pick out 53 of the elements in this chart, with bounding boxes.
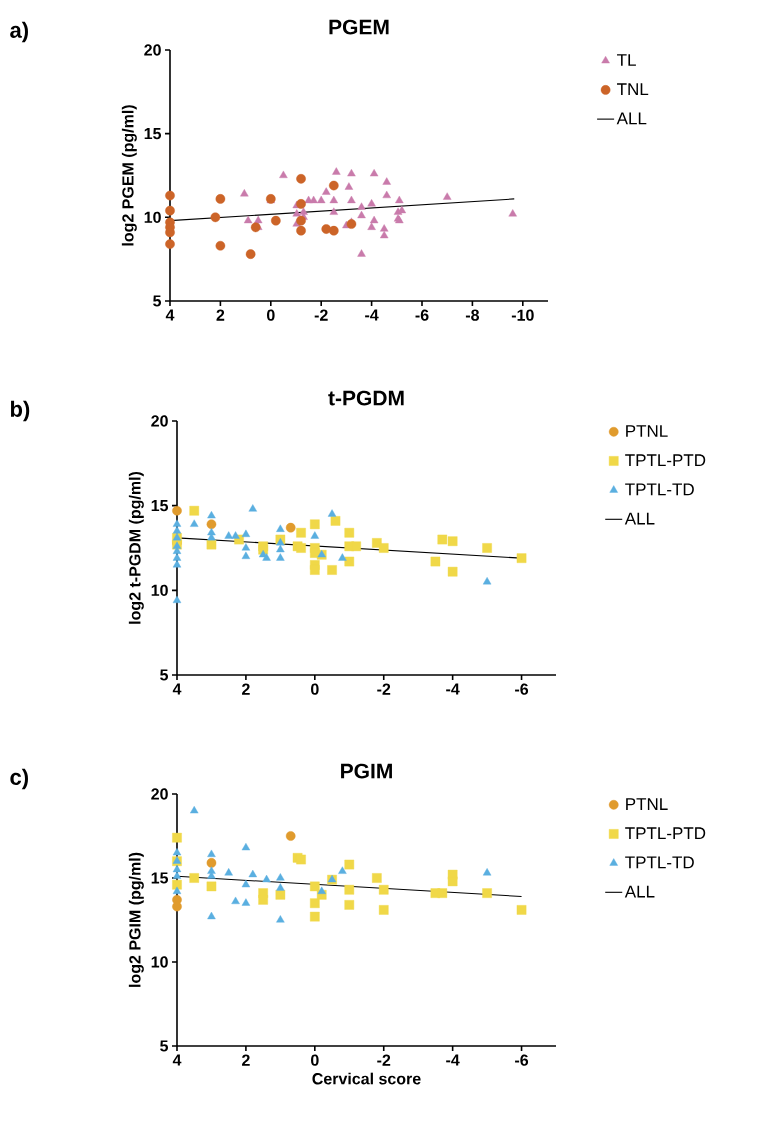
x-tick-label: -10 [511, 309, 534, 321]
text: a) [10, 21, 28, 43]
y-tick-label: 20 [151, 415, 168, 427]
y-tick-label: 20 [144, 44, 161, 56]
y-tick-label: 20 [151, 788, 168, 800]
chart-title: PGEM [329, 19, 389, 35]
y-tick-label: 10 [151, 956, 168, 968]
y-axis-title: log2 PGEM (pg/ml) [121, 105, 137, 246]
legend-label: TPTL-TD [625, 856, 694, 869]
x-tick-label: 4 [172, 683, 182, 695]
y-tick-label: 10 [151, 584, 168, 596]
x-tick-label: -4 [446, 683, 460, 695]
legend-label: TNL [617, 83, 649, 96]
x-tick-label: 2 [242, 683, 250, 695]
legend-label: TPTL-TD [625, 483, 694, 496]
legend-label: PTNL [626, 425, 668, 437]
x-tick-label: 2 [242, 1054, 250, 1066]
x-tick-label: -6 [415, 309, 429, 321]
y-tick-label: 15 [151, 500, 169, 512]
chart-title: t-PGDM [328, 390, 404, 406]
y-tick-label: 10 [144, 211, 161, 223]
x-tick-label: -4 [446, 1054, 460, 1066]
legend-label: PTNL [626, 798, 668, 810]
x-tick-label: -2 [377, 683, 391, 695]
chart-title: PGIM [341, 763, 392, 779]
y-axis-title: log2 PGIM (pg/ml) [128, 852, 144, 987]
x-axis-title: Cervical score [312, 1072, 421, 1085]
legend-label: ALL [624, 512, 655, 525]
x-tick-label: -2 [314, 309, 328, 321]
y-tick-label: 5 [160, 669, 169, 681]
y-tick-label: 5 [160, 1040, 169, 1052]
legend-label: ALL [624, 885, 655, 898]
x-tick-label: -2 [377, 1054, 391, 1066]
x-tick-label: -4 [365, 309, 379, 321]
x-tick-label: 0 [311, 1054, 319, 1066]
y-tick-label: 15 [151, 872, 169, 884]
x-tick-label: 4 [165, 309, 175, 321]
x-tick-label: -6 [515, 1054, 529, 1066]
legend-label: TPTL-PTD [625, 454, 706, 467]
text: c) [10, 768, 28, 790]
x-tick-label: -8 [465, 309, 480, 321]
legend-label: TPTL-PTD [625, 827, 706, 840]
x-tick-label: 4 [172, 1054, 182, 1066]
x-tick-label: 2 [216, 309, 225, 321]
y-tick-label: 15 [144, 128, 162, 140]
legend-label: TL [617, 54, 636, 66]
text: b) [10, 400, 30, 422]
x-tick-label: -6 [515, 683, 529, 695]
y-tick-label: 5 [153, 295, 162, 307]
y-axis-title: log2 t-PGDM (pg/ml) [128, 471, 144, 624]
legend-label: ALL [616, 112, 647, 125]
x-tick-label: 0 [311, 683, 319, 695]
x-tick-label: 0 [266, 309, 275, 321]
